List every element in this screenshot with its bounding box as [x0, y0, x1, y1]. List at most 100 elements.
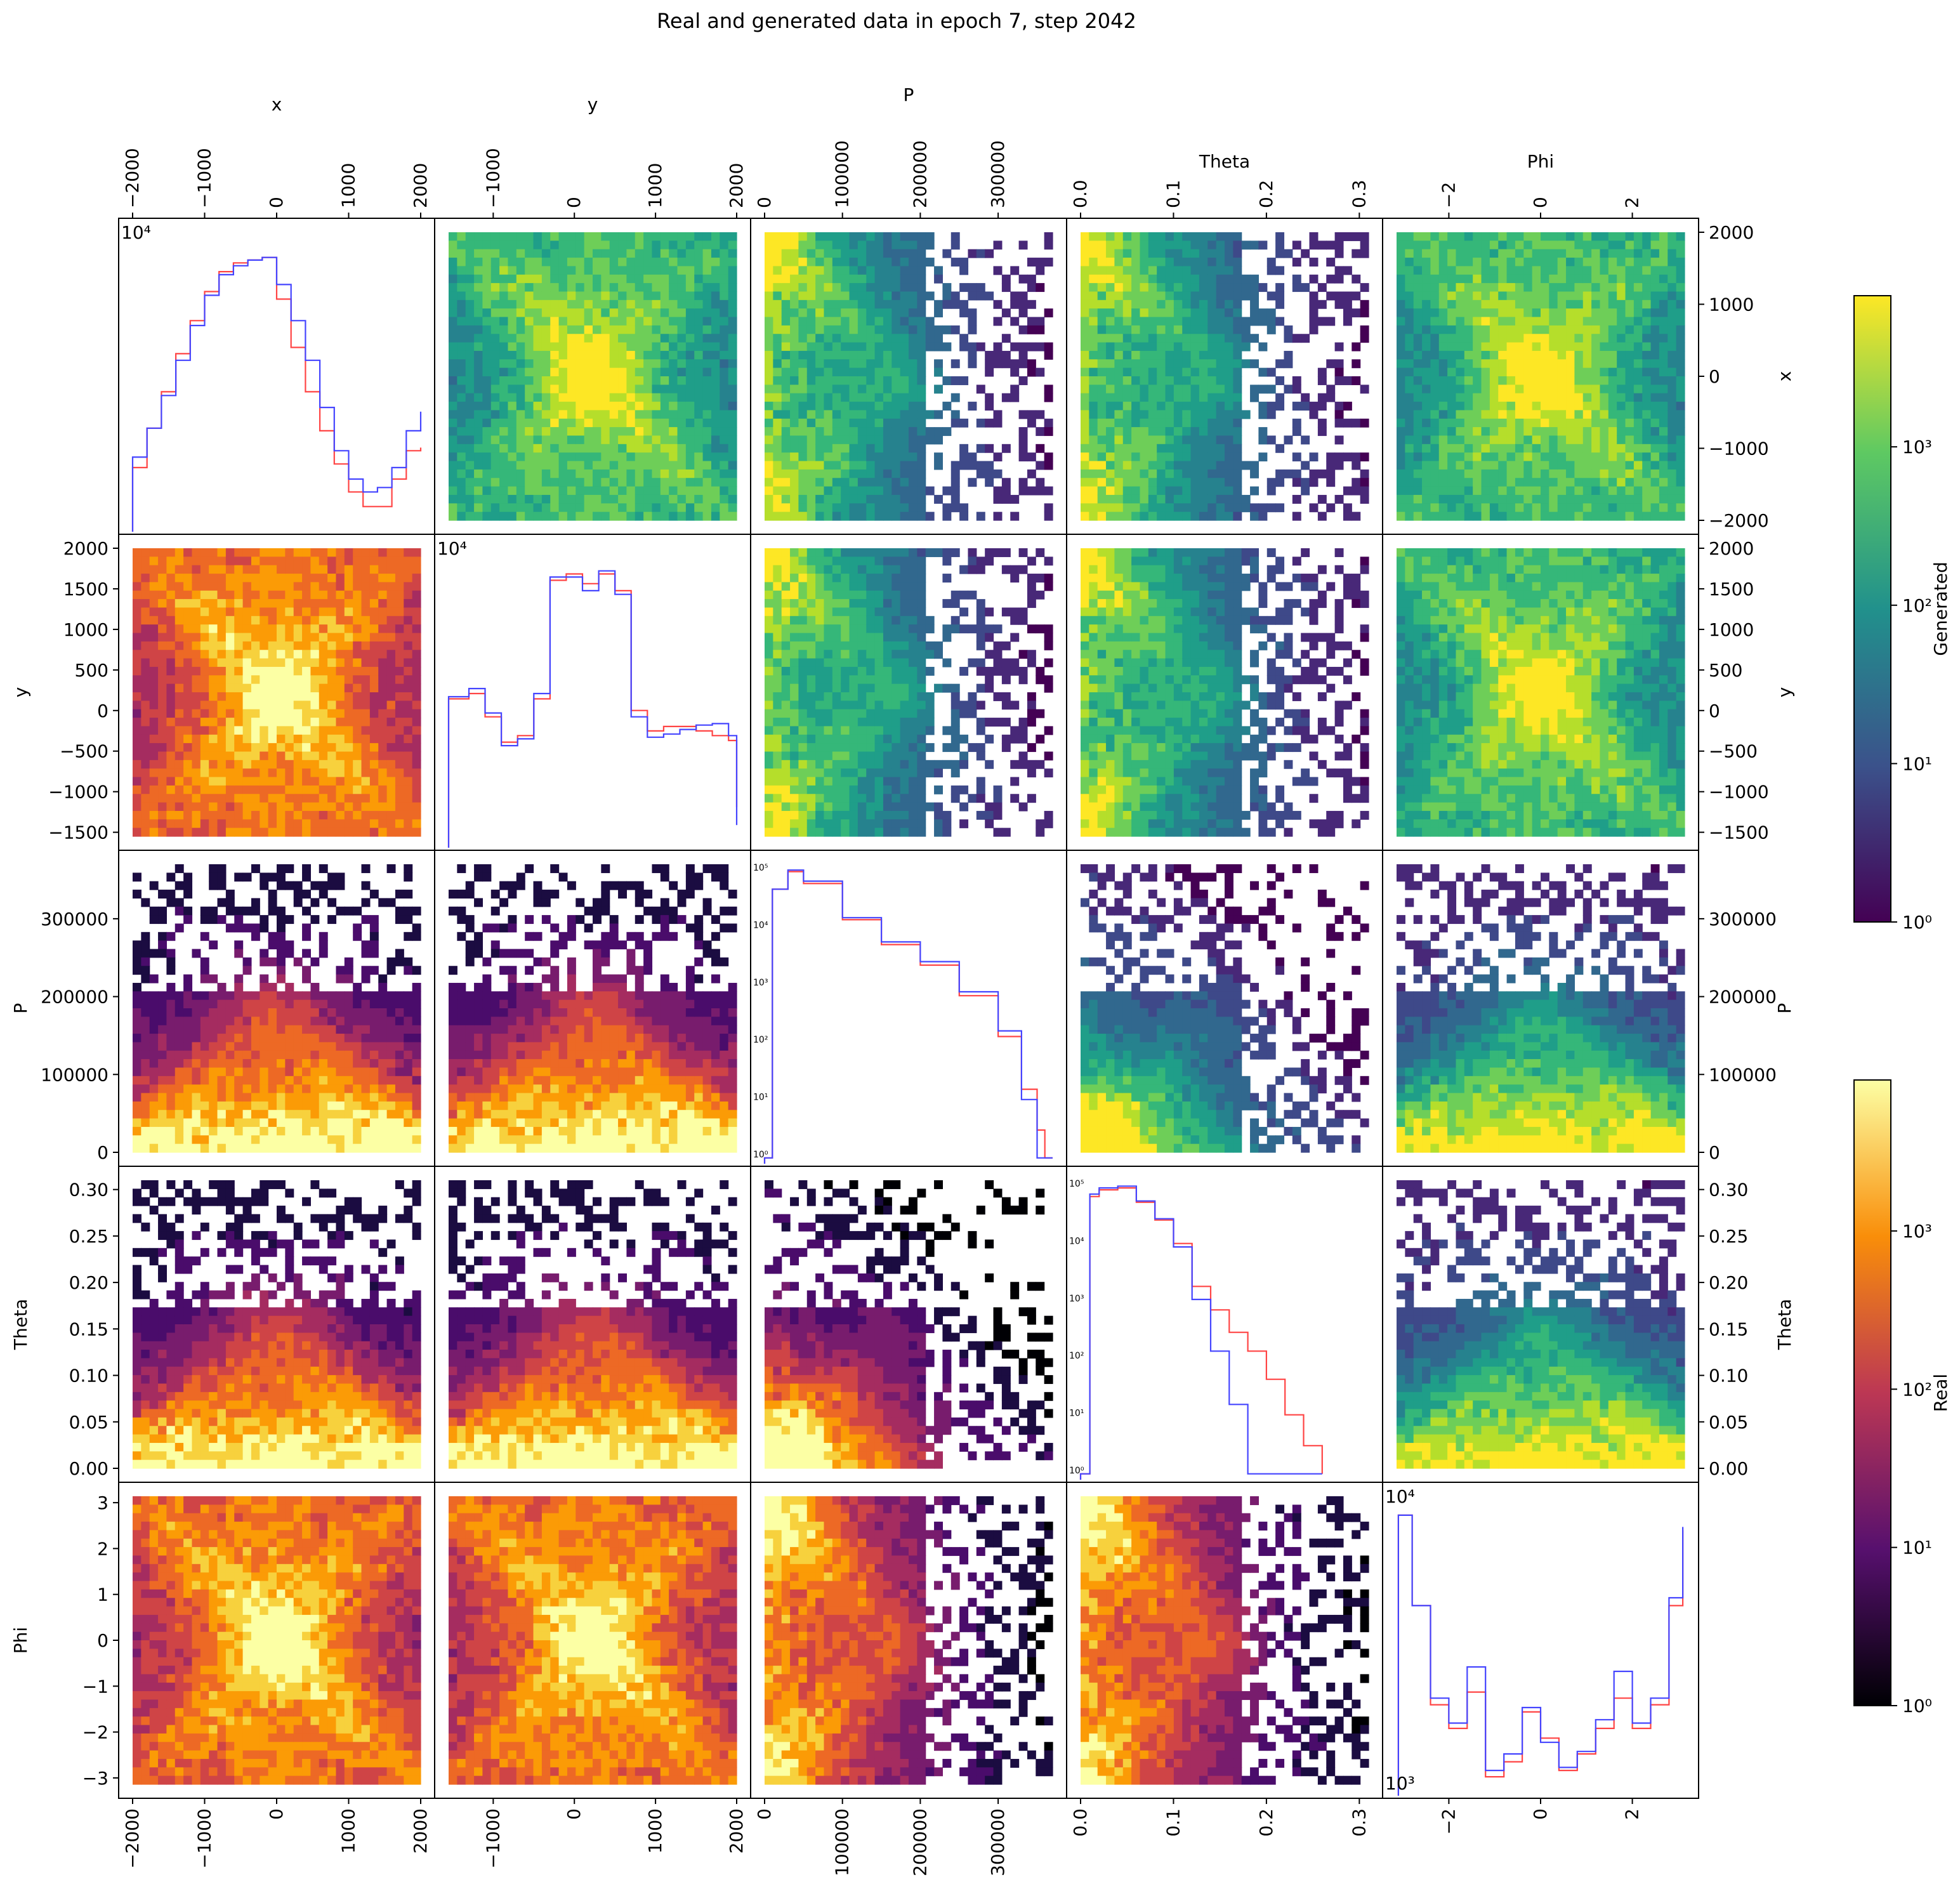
density-cell — [1089, 249, 1098, 258]
density-cell — [533, 350, 543, 360]
density-cell — [635, 461, 644, 470]
density-cell — [1456, 427, 1465, 437]
density-cell — [1464, 435, 1473, 445]
density-cell — [516, 410, 525, 419]
density-cell — [353, 709, 362, 718]
density-cell — [1566, 283, 1575, 293]
density-cell — [336, 751, 345, 761]
density-cell — [1659, 486, 1668, 496]
density-cell — [567, 478, 576, 487]
density-cell — [593, 494, 602, 504]
density-cell — [660, 240, 669, 250]
density-cell — [1650, 334, 1660, 343]
density-cell — [694, 435, 704, 445]
density-cell — [728, 249, 737, 258]
density-cell — [1523, 410, 1533, 419]
density-cell — [652, 249, 661, 258]
density-cell — [482, 308, 492, 318]
density-cell — [251, 641, 260, 650]
density-cell — [268, 556, 277, 566]
density-cell — [344, 751, 353, 761]
density-cell — [1532, 444, 1541, 453]
density-cell — [1157, 452, 1166, 462]
density-cell — [516, 469, 525, 478]
density-cell — [1148, 452, 1157, 462]
density-cell — [874, 511, 884, 521]
density-cell — [482, 469, 492, 478]
density-cell — [457, 291, 466, 301]
density-cell — [1182, 503, 1192, 513]
density-cell — [1131, 350, 1141, 360]
density-cell — [209, 810, 218, 820]
density-cell — [242, 768, 252, 778]
density-cell — [1326, 317, 1336, 326]
density-cell — [209, 666, 218, 676]
density-cell — [626, 452, 636, 462]
density-cell — [601, 350, 610, 360]
density-cell — [499, 367, 509, 377]
density-cell — [1044, 308, 1053, 318]
density-cell — [669, 461, 678, 470]
density-cell — [1157, 308, 1166, 318]
density-cell — [1360, 486, 1369, 496]
density-cell — [567, 461, 576, 470]
density-cell — [242, 607, 252, 617]
density-cell — [1566, 385, 1575, 394]
density-cell — [251, 548, 260, 557]
density-cell — [525, 376, 534, 385]
density-cell — [293, 760, 303, 769]
density-cell — [806, 291, 816, 301]
density-cell — [1317, 283, 1327, 293]
density-cell — [516, 334, 525, 343]
density-cell — [1114, 503, 1124, 513]
density-cell — [1027, 359, 1036, 369]
density-cell — [781, 232, 791, 241]
density-cell — [1676, 494, 1685, 504]
density-cell — [1600, 325, 1609, 334]
density-cell — [1676, 232, 1685, 241]
density-cell — [815, 240, 825, 250]
density-cell — [1489, 274, 1499, 284]
density-cell — [806, 486, 816, 496]
density-cell — [635, 308, 644, 318]
density-cell — [790, 418, 799, 428]
density-cell — [1413, 376, 1423, 385]
density-cell — [369, 556, 379, 566]
density-cell — [1667, 232, 1677, 241]
density-cell — [1413, 418, 1423, 428]
density-cell — [260, 675, 269, 685]
density-cell — [1157, 376, 1166, 385]
density-cell — [1334, 300, 1344, 309]
density-cell — [550, 367, 560, 377]
density-cell — [1650, 486, 1660, 496]
density-cell — [669, 376, 678, 385]
density-cell — [508, 410, 517, 419]
density-cell — [626, 342, 636, 352]
density-cell — [1309, 317, 1319, 326]
density-cell — [576, 367, 585, 377]
density-cell — [1617, 291, 1626, 301]
density-cell — [1642, 367, 1652, 377]
density-cell — [166, 658, 176, 668]
density-cell — [234, 802, 244, 812]
density-cell — [200, 734, 209, 744]
density-cell — [1617, 274, 1626, 284]
density-cell — [1574, 486, 1584, 496]
density-cell — [499, 461, 509, 470]
density-cell — [158, 650, 168, 659]
density-cell — [474, 427, 483, 437]
density-cell — [192, 582, 201, 591]
density-cell — [1642, 478, 1652, 487]
density-cell — [1122, 427, 1132, 437]
density-cell — [1642, 266, 1652, 275]
density-cell — [353, 785, 362, 794]
density-cell — [1574, 232, 1584, 241]
density-cell — [457, 478, 466, 487]
density-cell — [1266, 266, 1276, 275]
density-cell — [883, 503, 892, 513]
density-cell — [669, 385, 678, 394]
density-cell — [192, 590, 201, 600]
density-cell — [976, 291, 985, 301]
density-cell — [482, 359, 492, 369]
density-cell — [1456, 503, 1465, 513]
